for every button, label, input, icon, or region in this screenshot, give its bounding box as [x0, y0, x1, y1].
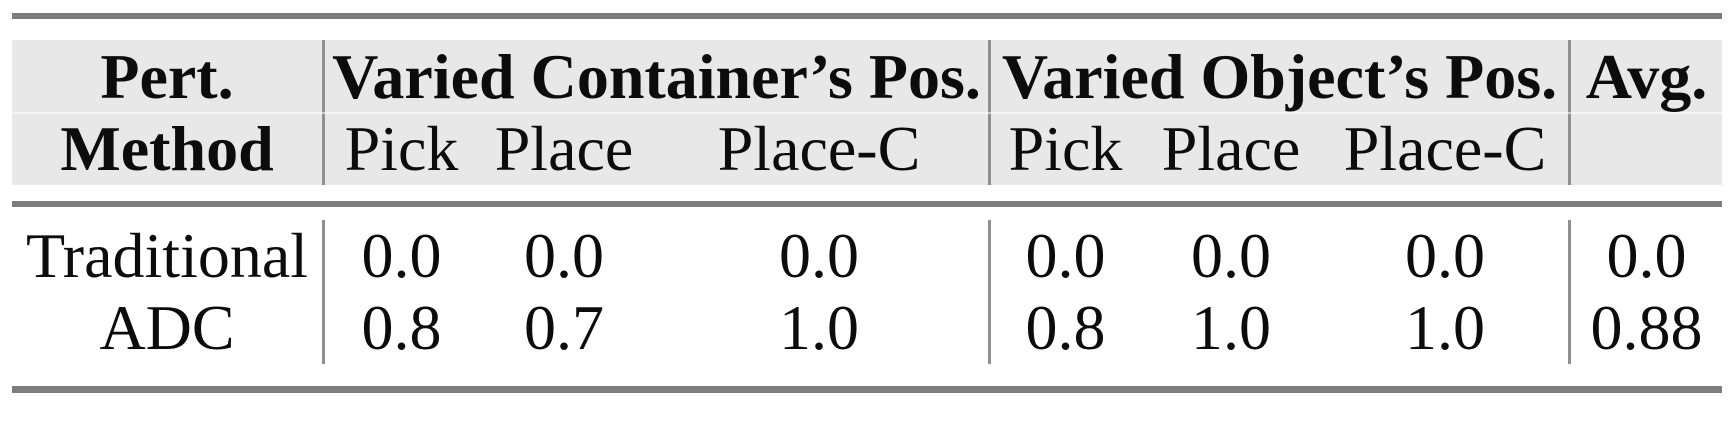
table-header: Pert. Varied Container’s Pos. Varied Obj… — [12, 40, 1722, 185]
cell-value: 0.0 — [1405, 220, 1485, 291]
subcol-header-object-place-c: Place-C — [1343, 113, 1547, 184]
cell-value: 0.0 — [524, 220, 604, 291]
subcol-header-container-pick: Pick — [322, 113, 478, 185]
cell-method: Traditional — [25, 220, 309, 291]
cell-value: 0.0 — [1191, 220, 1271, 291]
cell-value: 0.7 — [524, 292, 604, 363]
cell-value: 0.8 — [988, 292, 1140, 364]
header-avg: Avg. — [1568, 40, 1722, 113]
subcol-header-container-place: Place — [494, 113, 634, 184]
cell-avg: 0.0 — [1568, 220, 1722, 292]
group-header-varied-object: Varied Object’s Pos. — [988, 40, 1568, 113]
cell-value: 0.0 — [322, 220, 478, 292]
cell-value: 1.0 — [1191, 292, 1271, 363]
cell-value: 1.0 — [1405, 292, 1485, 363]
header-avg-spacer — [1568, 113, 1722, 185]
table-mid-rule — [12, 201, 1722, 207]
header-stub-line2: Method — [60, 113, 274, 184]
cell-avg: 0.88 — [1568, 292, 1722, 364]
cell-method: ADC — [99, 292, 235, 363]
cell-value: 0.0 — [988, 220, 1140, 292]
subcol-header-container-place-c: Place-C — [717, 113, 921, 184]
table-top-rule — [12, 13, 1722, 19]
header-stub-line1: Pert. — [100, 40, 234, 112]
table-body: Traditional 0.0 0.0 0.0 0.0 0.0 0.0 0.0 … — [12, 220, 1722, 364]
cell-value: 0.0 — [779, 220, 859, 291]
group-header-varied-container: Varied Container’s Pos. — [322, 40, 988, 113]
cell-value: 0.8 — [322, 292, 478, 364]
table-bottom-rule — [12, 386, 1722, 393]
subcol-header-object-place: Place — [1161, 113, 1301, 184]
table-header-band: Pert. Varied Container’s Pos. Varied Obj… — [12, 40, 1722, 185]
cell-value: 1.0 — [779, 292, 859, 363]
subcol-header-object-pick: Pick — [988, 113, 1140, 185]
